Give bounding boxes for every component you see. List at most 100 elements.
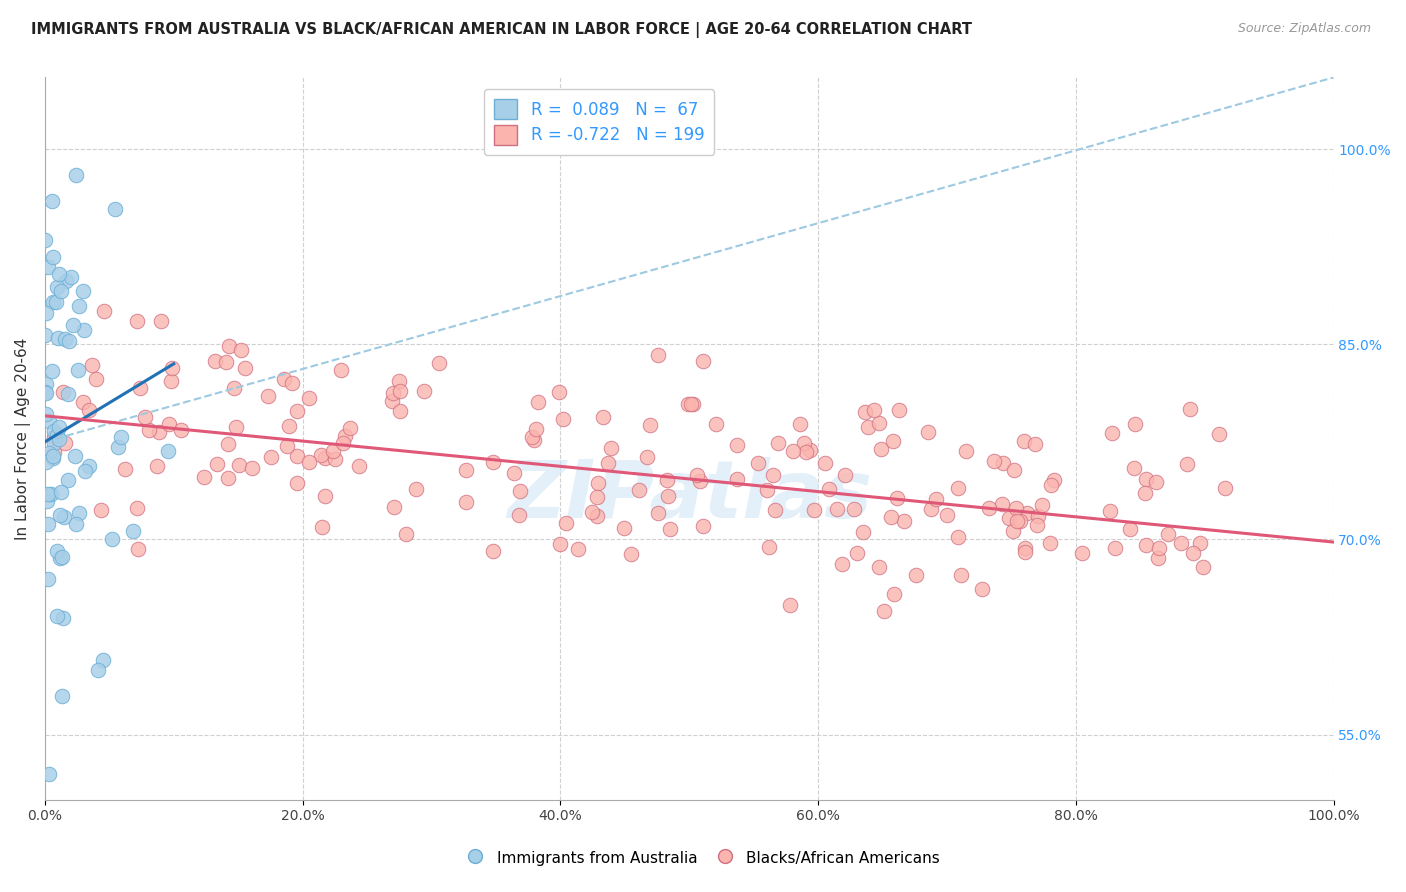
Point (1005, 514, 1028, 528)
Point (39, 487, 62, 501)
Point (657, 473, 679, 487)
Point (766, 436, 789, 450)
Point (779, 599, 801, 613)
Point (598, 457, 620, 471)
Point (1005, 500, 1028, 515)
Point (679, 397, 702, 411)
Point (647, 506, 669, 520)
Point (330, 362, 353, 376)
Point (883, 587, 905, 601)
Point (873, 605, 896, 619)
Point (842, 501, 865, 516)
Point (228, 458, 250, 472)
Point (1213, 481, 1236, 495)
Point (46, 544, 69, 558)
Point (162, 361, 184, 376)
Point (1038, 535, 1060, 549)
Point (950, 567, 973, 582)
Point (567, 541, 589, 556)
Point (37, 572, 59, 586)
Text: ZIPatlas: ZIPatlas (506, 458, 872, 535)
Point (1135, 538, 1157, 552)
Point (309, 448, 332, 462)
Point (747, 457, 769, 471)
Point (58, 334, 80, 348)
Point (52, 384, 75, 399)
Point (273, 371, 295, 385)
Point (41, 194, 63, 208)
Point (588, 476, 610, 491)
Point (882, 434, 904, 448)
Point (35, 306, 58, 320)
Point (42, 450, 65, 465)
Point (107, 440, 129, 454)
Point (520, 430, 543, 444)
Y-axis label: In Labor Force | Age 20-64: In Labor Force | Age 20-64 (15, 337, 31, 540)
Point (127, 541, 149, 556)
Point (794, 444, 817, 458)
Point (59, 270, 82, 285)
Point (65, 450, 87, 464)
Point (339, 420, 361, 434)
Point (48, 267, 70, 281)
Point (127, 501, 149, 516)
Point (87, 663, 110, 677)
Point (405, 483, 427, 497)
Point (846, 546, 869, 560)
Point (1024, 437, 1046, 451)
Point (222, 381, 245, 395)
Point (412, 384, 434, 398)
Point (314, 490, 336, 504)
Point (46, 331, 69, 345)
Point (686, 467, 709, 482)
Point (287, 449, 309, 463)
Point (218, 338, 240, 352)
Point (972, 582, 994, 596)
Point (1014, 541, 1036, 555)
Point (1191, 559, 1213, 574)
Point (1180, 402, 1202, 417)
Point (42, 449, 65, 463)
Point (946, 481, 969, 495)
Point (170, 423, 193, 437)
Point (831, 557, 853, 571)
Point (755, 483, 778, 497)
Point (586, 509, 609, 524)
Point (42, 250, 65, 264)
Point (627, 483, 650, 498)
Point (225, 420, 247, 434)
Point (551, 412, 574, 426)
Point (38, 766, 60, 780)
Point (34, 385, 56, 400)
Point (762, 467, 785, 482)
Point (1099, 504, 1122, 518)
Point (657, 489, 679, 503)
Point (395, 527, 418, 541)
Point (382, 386, 405, 401)
Point (204, 354, 226, 368)
Point (482, 544, 505, 558)
Point (388, 404, 411, 418)
Point (834, 467, 856, 482)
Point (725, 472, 748, 486)
Point (550, 537, 572, 551)
Point (335, 428, 357, 442)
Point (34, 328, 56, 343)
Point (125, 314, 148, 328)
Point (134, 410, 156, 425)
Point (34, 233, 56, 247)
Point (56, 386, 79, 401)
Point (48, 420, 70, 434)
Point (799, 442, 821, 457)
Point (41, 295, 63, 310)
Point (51, 689, 73, 703)
Point (868, 416, 890, 430)
Point (1031, 498, 1053, 512)
Text: Source: ZipAtlas.com: Source: ZipAtlas.com (1237, 22, 1371, 36)
Point (41, 364, 63, 378)
Point (260, 450, 283, 464)
Point (48, 551, 70, 566)
Point (67, 299, 90, 313)
Point (157, 417, 180, 432)
Point (42, 424, 65, 438)
